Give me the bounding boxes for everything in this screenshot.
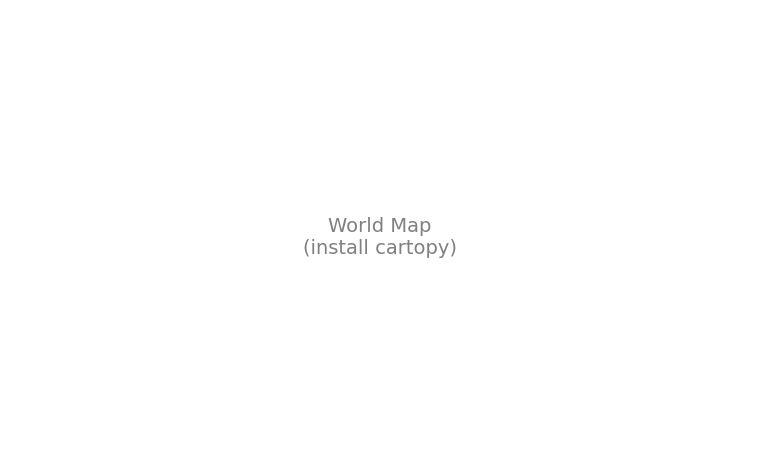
- Text: World Map
(install cartopy): World Map (install cartopy): [303, 218, 457, 258]
